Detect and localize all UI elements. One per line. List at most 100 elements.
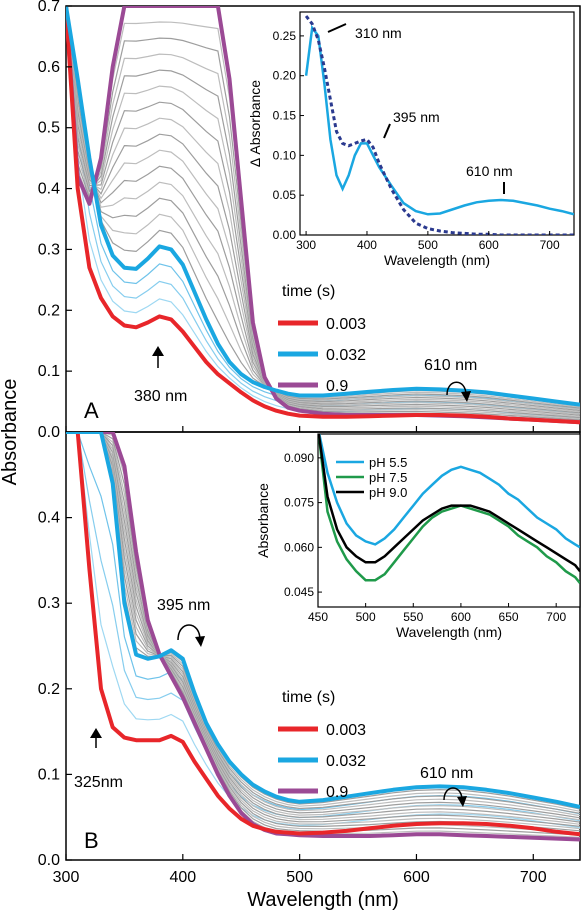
inset-b-x-tick-label: 600: [451, 610, 471, 624]
inset-a-y-tick-label: 0.15: [273, 109, 297, 123]
curved-arrow-head-icon: [461, 391, 471, 402]
inset-a: 300 400 500 600 700 0.00 0.05 0.10 0.15 0.20 0.25 W…: [247, 11, 575, 268]
annotation-325nm: 325nm: [74, 774, 123, 791]
panel-a-y-tick-label: 0.6: [38, 59, 60, 76]
panel-a-label: A: [84, 398, 99, 423]
inset-a-x-tick-label: 700: [540, 238, 560, 252]
panel-a-decay-curve: [66, 6, 580, 415]
panel-b-y-tick-label: 0.4: [38, 510, 60, 527]
panel-b-decay-curve: [66, 432, 580, 825]
panel-a-y-tick-label: 0.0: [38, 424, 60, 441]
inset-a-annotations: 310 nm 395 nm 610 nm: [327, 23, 513, 194]
panel-b: 300 400 500 600 700 0.0 0.1 0.2 0.3 0.4: [38, 432, 580, 886]
inset-b-y-tick-label: 0.060: [284, 540, 314, 554]
panel-a-y-tick-label: 0.5: [38, 120, 60, 137]
panel-b-x-tick-label: 700: [520, 869, 547, 886]
panel-b-annotations: 395 nm 325nm 610 nm: [74, 597, 473, 807]
panel-b-series-0.032: [66, 432, 580, 809]
inset-a-series-dotted: [304, 15, 574, 235]
inset-b-x-label: Wavelength (nm): [396, 624, 502, 640]
inset-b-y-tick-label: 0.075: [284, 496, 314, 510]
inset-b-series-pH 5.5: [318, 434, 580, 549]
inset-b-x-tick-label: 700: [546, 610, 566, 624]
legend-label-0003-a: 0.003: [326, 316, 366, 333]
panel-b-decay-curve: [66, 432, 580, 834]
panel-a-legend: time (s) 0.003 0.032 0.9: [278, 283, 366, 395]
panel-b-decay-curve: [66, 432, 580, 821]
panel-b-legend: time (s) 0.003 0.032 0.9: [278, 689, 366, 801]
panel-b-x-tick-label: 500: [286, 869, 313, 886]
panel-a-y-tick-label: 0.7: [38, 0, 60, 15]
legend-title-a: time (s): [282, 283, 335, 300]
annotation-610nm-b: 610 nm: [420, 765, 473, 782]
panel-a-decay-curve: [66, 6, 580, 414]
inset-a-x-tick-label: 400: [357, 238, 377, 252]
panel-a-decay-curve: [66, 6, 580, 420]
panel-a-series-0.032: [66, 6, 580, 407]
panel-b-decay-curve: [66, 432, 580, 827]
panel-b-decay-curve: [66, 432, 580, 814]
panel-b-x-tick-label: 300: [53, 869, 80, 886]
annotation-610nm-inset: 610 nm: [466, 163, 513, 179]
panel-a-series-0.003: [66, 6, 580, 425]
curved-arrow-b-icon: [177, 624, 201, 641]
panel-b-decay-curve: [66, 432, 580, 830]
inset-b-series-pH 7.5: [318, 434, 580, 584]
panel-a-y-tick-label: 0.4: [38, 181, 60, 198]
annotation-395nm-inset: 395 nm: [393, 109, 440, 125]
panel-b-y-tick-label: 0.0: [38, 852, 60, 869]
inset-a-y-tick-label: 0.10: [273, 148, 297, 162]
inset-a-y-label: Δ Absorbance: [247, 80, 263, 167]
arrow-head-b-icon: [90, 728, 102, 738]
inset-b-x-tick-label: 550: [403, 610, 423, 624]
inset-b-x-tick-label: 450: [308, 610, 328, 624]
legend-label-0032-a: 0.032: [326, 347, 366, 364]
inset-legend-label-ph75: pH 7.5: [369, 470, 407, 485]
panel-b-decay-curve: [66, 432, 580, 823]
panel-b-plot-area: [66, 432, 580, 842]
panel-b-decay-curve: [66, 432, 580, 817]
annotation-line-310: [327, 23, 347, 33]
inset-a-series-solid: [304, 24, 574, 216]
curved-arrow-icon: [446, 381, 467, 396]
panel-b-decay-curve: [66, 432, 580, 836]
legend-label-0032-b: 0.032: [326, 753, 366, 770]
legend-label-09-a: 0.9: [326, 378, 348, 395]
arrow-head-icon: [152, 346, 164, 356]
curved-arrow-c-icon: [443, 787, 463, 801]
panel-b-decay-curve: [66, 432, 580, 819]
panel-a-decay-curve: [66, 6, 580, 408]
legend-label-0003-b: 0.003: [326, 722, 366, 739]
panel-b-x-tick-label: 600: [403, 869, 430, 886]
inset-b-legend: pH 5.5 pH 7.5 pH 9.0: [336, 455, 407, 500]
panel-b-y-tick-label: 0.2: [38, 681, 60, 698]
inset-b-y-tick-label: 0.045: [284, 585, 314, 599]
panel-a-annotations: 380 nm 610 nm: [134, 346, 477, 405]
panel-b-x-tick-label: 400: [169, 869, 196, 886]
panel-a-plot-area: [66, 6, 580, 425]
inset-legend-label-ph55: pH 5.5: [369, 455, 407, 470]
panel-a-decay-curve: [66, 6, 580, 409]
curved-arrow-c-head-icon: [457, 796, 467, 807]
panel-b-y-tick-label: 0.1: [38, 766, 60, 783]
inset-b-y-tick-label: 0.090: [284, 451, 314, 465]
x-axis-label: Wavelength (nm): [247, 889, 399, 911]
panel-b-frame: [65, 431, 581, 861]
inset-a-x-label: Wavelength (nm): [384, 252, 490, 268]
panel-a-y-tick-label: 0.2: [38, 302, 60, 319]
inset-a-frame: [299, 11, 575, 236]
curved-arrow-b-head-icon: [195, 636, 205, 647]
panel-a-decay-curve: [66, 6, 580, 416]
inset-a-y-tick-label: 0.05: [273, 188, 297, 202]
annotation-310nm: 310 nm: [355, 25, 402, 41]
panel-a: 0.0 0.1 0.2 0.3 0.4 0.5 0.6 0.7: [38, 0, 580, 441]
panel-b-y-tick-label: 0.3: [38, 595, 60, 612]
inset-b-series-pH 9.0: [318, 434, 580, 572]
panel-b-decay-curve: [66, 432, 580, 812]
panel-a-decay-curve: [66, 6, 580, 413]
inset-legend-label-ph90: pH 9.0: [369, 485, 407, 500]
inset-a-x-tick-label: 300: [296, 238, 316, 252]
panel-a-y-tick-label: 0.3: [38, 241, 60, 258]
annotation-380nm: 380 nm: [134, 388, 187, 405]
